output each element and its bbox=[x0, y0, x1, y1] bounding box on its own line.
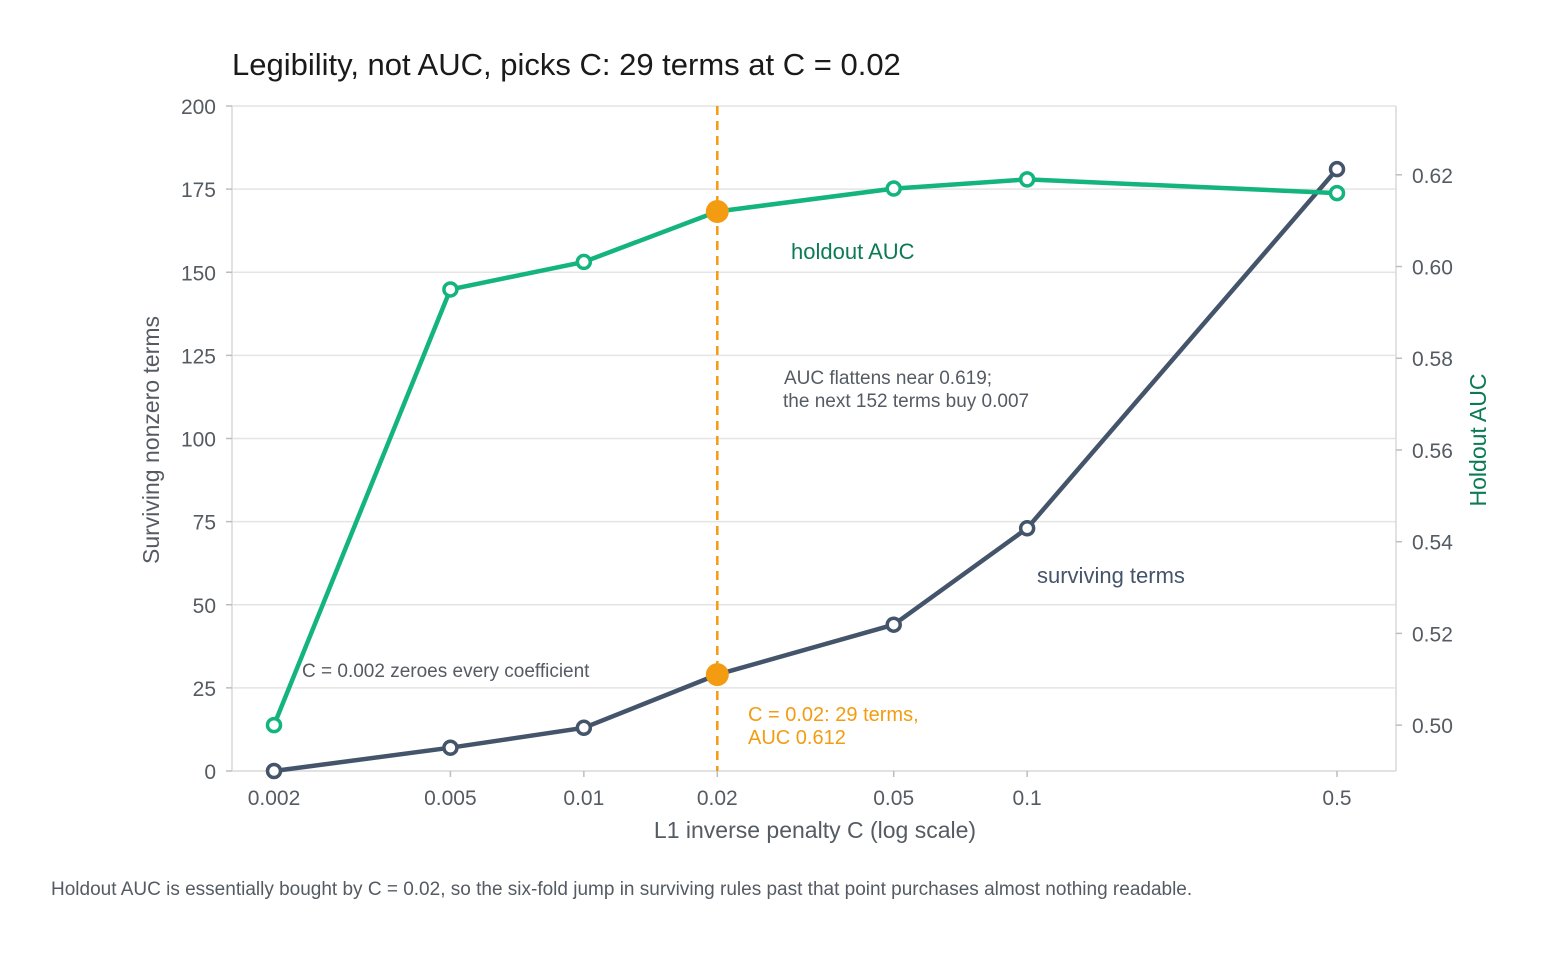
x-tick-label: 0.5 bbox=[1322, 787, 1351, 810]
y-tick-label: 200 bbox=[181, 96, 216, 119]
auc-point bbox=[885, 180, 902, 197]
y2-tick-label: 0.54 bbox=[1412, 532, 1453, 555]
y-tick-label: 25 bbox=[193, 678, 216, 701]
y-tick-label: 75 bbox=[193, 512, 216, 535]
zero-note: C = 0.002 zeroes every coefficient bbox=[302, 661, 590, 682]
y-tick-label: 0 bbox=[204, 761, 216, 784]
flat-note-line-2: the next 152 terms buy 0.007 bbox=[783, 391, 1029, 412]
highlight-label-line-2: AUC 0.612 bbox=[748, 727, 846, 749]
terms-point bbox=[885, 616, 902, 633]
highlight-terms-point bbox=[705, 663, 729, 687]
y2-tick-label: 0.60 bbox=[1412, 257, 1453, 280]
flat-note-line-1: AUC flattens near 0.619; bbox=[784, 368, 992, 389]
x-tick-label: 0.02 bbox=[697, 787, 738, 810]
y2-tick-label: 0.62 bbox=[1412, 165, 1453, 188]
auc-point bbox=[265, 716, 283, 734]
y-tick-label: 175 bbox=[181, 179, 216, 202]
terms-point bbox=[442, 739, 459, 756]
y2-tick-label: 0.58 bbox=[1412, 348, 1453, 371]
y-tick-label: 100 bbox=[181, 429, 216, 452]
x-axis-label: L1 inverse penalty C (log scale) bbox=[654, 817, 976, 843]
x-tick-label: 0.002 bbox=[248, 787, 301, 810]
x-tick-label: 0.005 bbox=[424, 787, 477, 810]
x-tick-label: 0.1 bbox=[1013, 787, 1042, 810]
axes: 0 25 50 75 100 125 150 175 200 0.50 0.52 0.54 0.56 0.… bbox=[181, 96, 1453, 810]
auc-point bbox=[1018, 171, 1036, 188]
terms-point bbox=[575, 719, 593, 737]
y-tick-label: 125 bbox=[181, 345, 216, 368]
y2-tick-label: 0.56 bbox=[1412, 440, 1453, 463]
y2-axis-label: Holdout AUC bbox=[1465, 374, 1491, 507]
y2-tick-label: 0.50 bbox=[1412, 715, 1453, 738]
terms-series-label: surviving terms bbox=[1037, 563, 1185, 588]
auc-point bbox=[1328, 184, 1346, 202]
highlight-auc-point bbox=[705, 199, 729, 223]
y-axis-label: Surviving nonzero terms bbox=[138, 316, 164, 564]
labels: holdout AUC surviving terms C = 0.002 zero… bbox=[302, 239, 1185, 749]
terms-point bbox=[265, 762, 283, 780]
chart-caption: Holdout AUC is essentially bought by C =… bbox=[51, 879, 1193, 900]
highlight-label-line-1: C = 0.02: 29 terms, bbox=[748, 704, 919, 726]
y2-tick-label: 0.52 bbox=[1412, 623, 1453, 646]
x-tick-label: 0.05 bbox=[873, 787, 914, 810]
terms-point bbox=[1018, 520, 1036, 537]
series bbox=[265, 106, 1346, 780]
terms-point bbox=[1328, 160, 1346, 178]
auc-point bbox=[575, 253, 593, 271]
x-tick-label: 0.01 bbox=[563, 787, 604, 810]
auc-point bbox=[442, 281, 459, 298]
y-tick-label: 150 bbox=[181, 262, 216, 285]
chart-title: Legibility, not AUC, picks C: 29 terms a… bbox=[232, 47, 901, 82]
y-tick-label: 50 bbox=[193, 595, 216, 618]
auc-series-label: holdout AUC bbox=[791, 239, 915, 264]
chart: Legibility, not AUC, picks C: 29 terms a… bbox=[138, 47, 1491, 843]
